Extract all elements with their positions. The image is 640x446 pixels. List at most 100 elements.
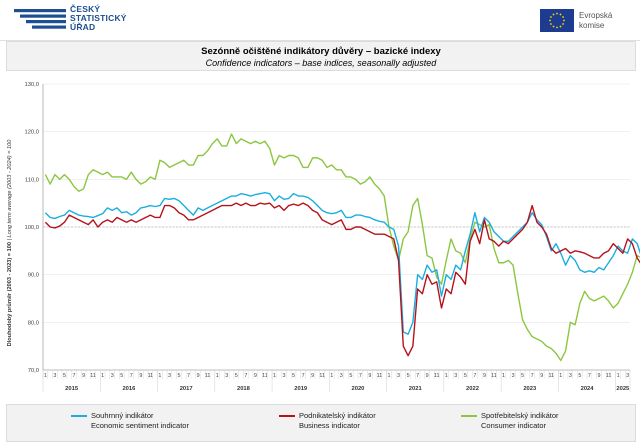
eu-star <box>556 26 558 29</box>
x-tick-label: 11 <box>205 373 211 379</box>
x-tick-label: 9 <box>197 373 200 379</box>
eu-star <box>552 25 555 28</box>
y-axis-label: Dlouhodobý průměr (2003 - 2023) = 100 | … <box>7 123 13 363</box>
legend-item-business: Podnikatelský indikátor Business indicat… <box>279 411 376 431</box>
header: ČESKÝ STATISTICKÝ ÚŘAD Evropská komise <box>0 0 640 41</box>
x-tick-label: 1 <box>387 373 390 379</box>
year-label: 2016 <box>122 386 136 392</box>
eu-star <box>563 19 565 22</box>
x-tick-label: 7 <box>588 373 591 379</box>
series-line-business <box>44 202 640 357</box>
x-tick-label: 5 <box>578 373 581 379</box>
year-label: 2022 <box>466 386 479 392</box>
x-tick-label: 1 <box>101 373 104 379</box>
legend-business-cz: Podnikatelský indikátor <box>299 411 376 420</box>
x-tick-label: 9 <box>311 373 314 379</box>
series-line-consumer <box>44 133 640 362</box>
x-tick-label: 5 <box>235 373 238 379</box>
year-label: 2019 <box>294 386 308 392</box>
x-tick-label: 7 <box>473 373 476 379</box>
x-tick-label: 5 <box>521 373 524 379</box>
x-tick-label: 9 <box>254 373 257 379</box>
legend-swatch-business <box>279 415 295 417</box>
eu-star <box>559 25 562 28</box>
x-tick-label: 11 <box>148 373 154 379</box>
legend-item-consumer: Spotřebitelský indikátor Consumer indica… <box>461 411 559 431</box>
x-tick-label: 9 <box>426 373 429 379</box>
x-tick-label: 3 <box>111 373 114 379</box>
x-tick-label: 7 <box>531 373 534 379</box>
eu-star <box>549 19 551 22</box>
x-tick-label: 9 <box>483 373 486 379</box>
x-tick-label: 5 <box>178 373 181 379</box>
x-tick-label: 1 <box>44 373 47 379</box>
eu-star <box>559 13 562 16</box>
y-tick-label: 120,0 <box>24 130 39 136</box>
x-tick-label: 7 <box>130 373 133 379</box>
y-tick-label: 70,0 <box>28 368 39 374</box>
x-tick-label: 7 <box>187 373 190 379</box>
x-tick-label: 7 <box>416 373 419 379</box>
eu-star <box>550 23 552 25</box>
x-tick-label: 11 <box>434 373 440 379</box>
y-tick-label: 130,0 <box>24 82 39 88</box>
x-tick-label: 11 <box>319 373 325 379</box>
x-tick-label: 1 <box>158 373 161 379</box>
x-tick-label: 11 <box>491 373 497 379</box>
x-tick-label: 3 <box>168 373 171 379</box>
x-tick-label: 9 <box>368 373 371 379</box>
year-label: 2024 <box>581 386 595 392</box>
legend-swatch-consumer <box>461 415 477 417</box>
x-tick-label: 9 <box>597 373 600 379</box>
czso-logo <box>14 9 66 29</box>
year-label: 2015 <box>65 386 79 392</box>
y-axis-label-bold: Dlouhodobý průměr (2003 - 2023) = 100 <box>7 242 13 347</box>
x-tick-label: 3 <box>225 373 228 379</box>
x-tick-label: 1 <box>216 373 219 379</box>
x-tick-label: 1 <box>273 373 276 379</box>
x-tick-label: 5 <box>464 373 467 379</box>
x-tick-label: 7 <box>244 373 247 379</box>
czso-logo-text: ČESKÝ STATISTICKÝ ÚŘAD <box>70 4 127 32</box>
x-tick-label: 5 <box>407 373 410 379</box>
y-axis-label-italic: | Long term average (2003 - 2024) = 100 <box>7 139 13 243</box>
legend-business-en: Business indicator <box>299 421 360 430</box>
y-tick-label: 90,0 <box>28 273 39 279</box>
chart-title: Sezónně očištěné indikátory důvěry – baz… <box>201 46 441 57</box>
x-tick-label: 3 <box>569 373 572 379</box>
x-tick-label: 3 <box>454 373 457 379</box>
year-label: 2025 <box>616 386 630 392</box>
eu-star <box>550 16 552 18</box>
eu-star <box>562 23 564 25</box>
legend-economic-cz: Souhrnný indikátor <box>91 411 154 420</box>
x-tick-label: 11 <box>90 373 96 379</box>
chart-subtitle: Confidence indicators – base indices, se… <box>205 58 437 68</box>
x-tick-label: 9 <box>540 373 543 379</box>
x-tick-label: 7 <box>359 373 362 379</box>
eu-flag-icon <box>540 9 574 32</box>
legend-item-economic: Souhrnný indikátor Economic sentiment in… <box>71 411 189 431</box>
x-tick-label: 9 <box>82 373 85 379</box>
year-label: 2020 <box>352 386 365 392</box>
x-tick-label: 3 <box>397 373 400 379</box>
legend-consumer-cz: Spotřebitelský indikátor <box>481 411 559 420</box>
x-tick-label: 3 <box>53 373 56 379</box>
legend-consumer-en: Consumer indicator <box>481 421 547 430</box>
x-tick-label: 9 <box>139 373 142 379</box>
y-tick-label: 80,0 <box>28 320 39 326</box>
x-tick-label: 1 <box>445 373 448 379</box>
y-tick-label: 100,0 <box>24 225 39 231</box>
year-label: 2017 <box>180 386 193 392</box>
x-tick-label: 5 <box>292 373 295 379</box>
legend-swatch-economic <box>71 415 87 417</box>
x-tick-label: 11 <box>606 373 612 379</box>
x-tick-label: 3 <box>626 373 629 379</box>
x-tick-label: 11 <box>262 373 268 379</box>
x-tick-label: 1 <box>330 373 333 379</box>
legend: Souhrnný indikátor Economic sentiment in… <box>6 404 636 442</box>
x-tick-label: 7 <box>302 373 305 379</box>
x-tick-label: 11 <box>377 373 383 379</box>
x-tick-label: 3 <box>512 373 515 379</box>
legend-economic-en: Economic sentiment indicator <box>91 421 189 430</box>
y-tick-label: 110,0 <box>25 177 39 183</box>
